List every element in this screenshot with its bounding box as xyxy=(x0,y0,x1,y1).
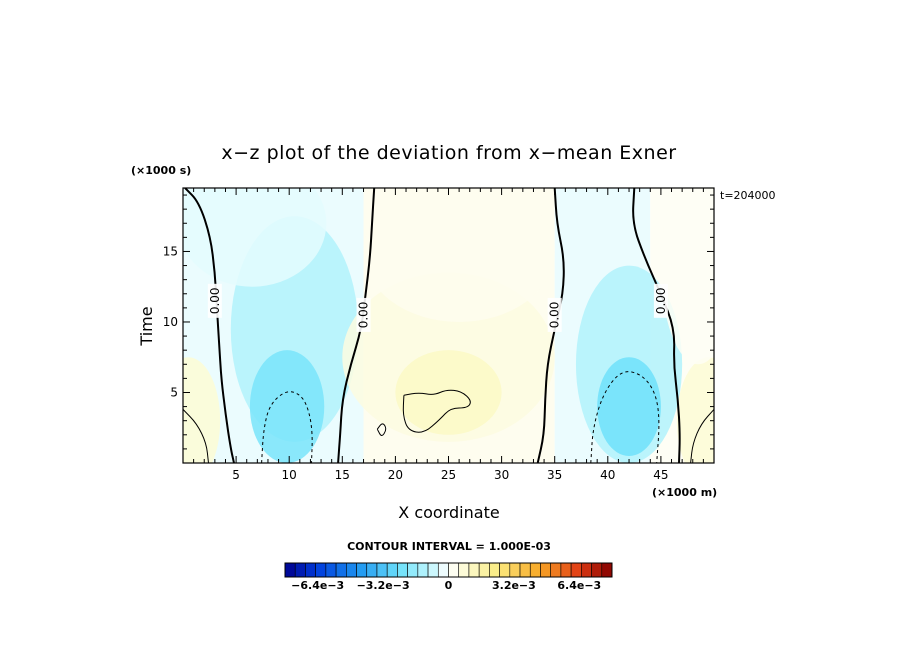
colorbar-cell xyxy=(407,562,419,578)
colorbar-cell xyxy=(478,562,490,578)
positive-contour-line xyxy=(690,409,714,463)
x-tick-label: 25 xyxy=(441,468,456,482)
colorbar-cell xyxy=(376,562,388,578)
colorbar-cell xyxy=(284,562,296,578)
colorbar-tick-label: −3.2e−3 xyxy=(357,579,410,592)
colorbar-cell xyxy=(540,562,551,578)
colorbar-cell xyxy=(335,562,347,578)
colorbar-cell xyxy=(346,562,357,578)
colorbar-tick-label: 6.4e−3 xyxy=(557,579,601,592)
x-tick-label: 30 xyxy=(494,468,509,482)
colorbar-cell xyxy=(550,562,562,578)
colorbar-cell xyxy=(325,562,337,578)
colorbar-cell xyxy=(356,562,368,578)
contour-labels: 0.00 0.00 0.00 0.00 xyxy=(207,283,668,332)
field-cell xyxy=(183,357,221,463)
contour-label-halo xyxy=(356,297,371,332)
colorbar-cell xyxy=(489,562,500,578)
contour-label-halo xyxy=(207,283,222,318)
x-tick-label: 35 xyxy=(547,468,562,482)
colorbar-cell xyxy=(458,562,470,578)
y-tick-label: 5 xyxy=(170,385,178,399)
field-cell xyxy=(676,357,714,463)
colorbar-cell xyxy=(386,562,398,578)
x-unit-label: (×1000 m) xyxy=(652,486,717,499)
colorbar-cell xyxy=(366,562,378,578)
y-tick-label: 15 xyxy=(163,244,178,258)
contour-label-halo xyxy=(547,297,562,332)
colorbar-cell xyxy=(294,562,306,578)
field-cell xyxy=(395,350,502,435)
colorbar: −6.4e−3 −3.2e−3 0 3.2e−3 6.4e−3 xyxy=(284,562,613,592)
y-axis-title: Time xyxy=(137,306,156,346)
colorbar-cell xyxy=(519,562,531,578)
x-tick-label: 40 xyxy=(600,468,615,482)
colorbar-cell xyxy=(427,562,439,578)
field-cell xyxy=(249,350,325,463)
x-tick-label: 20 xyxy=(388,468,403,482)
colorbar-cell xyxy=(437,562,449,578)
contour-interval-text: CONTOUR INTERVAL = 1.000E-03 xyxy=(347,540,551,553)
colorbar-tick-label: 0 xyxy=(445,579,453,592)
colorbar-cell xyxy=(499,562,511,578)
x-tick-label: 10 xyxy=(282,468,297,482)
colorbar-cell xyxy=(560,562,572,578)
colorbar-cell xyxy=(591,562,603,578)
field-cell xyxy=(363,188,555,322)
colorbar-tick-label: 3.2e−3 xyxy=(492,579,536,592)
time-annotation: t=204000 xyxy=(720,189,776,202)
colorbar-cell xyxy=(570,562,582,578)
shaded-field xyxy=(183,188,714,463)
negative-contour-line xyxy=(261,391,313,463)
colorbar-cell xyxy=(468,562,480,578)
y-tick-label: 10 xyxy=(163,315,178,329)
contour-label: 0.00 xyxy=(654,287,668,314)
axes: 5 10 15 20 25 30 35 40 45 5 10 15 xyxy=(163,188,714,482)
contour-label: 0.00 xyxy=(357,302,371,329)
colorbar-cell xyxy=(601,562,613,578)
x-tick-label: 45 xyxy=(653,468,668,482)
positive-contour-line xyxy=(402,389,471,433)
colorbar-tick-label: −6.4e−3 xyxy=(291,579,344,592)
field-cell xyxy=(597,357,661,456)
x-tick-label: 15 xyxy=(335,468,350,482)
chart-title: x−z plot of the deviation from x−mean Ex… xyxy=(221,142,676,164)
colorbar-cell xyxy=(315,562,327,578)
contour-label: 0.00 xyxy=(548,302,562,329)
contour-label: 0.00 xyxy=(208,287,222,314)
positive-contour-line xyxy=(183,409,209,463)
y-unit-label: (×1000 s) xyxy=(131,164,191,177)
field-cell xyxy=(660,188,714,365)
colorbar-cell xyxy=(581,562,592,578)
positive-contour-line xyxy=(376,423,387,436)
field-cell xyxy=(183,188,327,287)
x-axis-title: X coordinate xyxy=(398,503,499,522)
colorbar-frame xyxy=(284,562,613,578)
x-tick-label: 5 xyxy=(232,468,240,482)
colorbar-cell xyxy=(529,562,541,578)
colorbar-cell xyxy=(417,562,429,578)
colorbar-cell xyxy=(305,562,316,578)
contour-label-halo xyxy=(653,283,668,318)
colorbar-cell xyxy=(448,562,460,578)
colorbar-cell xyxy=(509,562,521,578)
colorbar-cell xyxy=(397,562,408,578)
